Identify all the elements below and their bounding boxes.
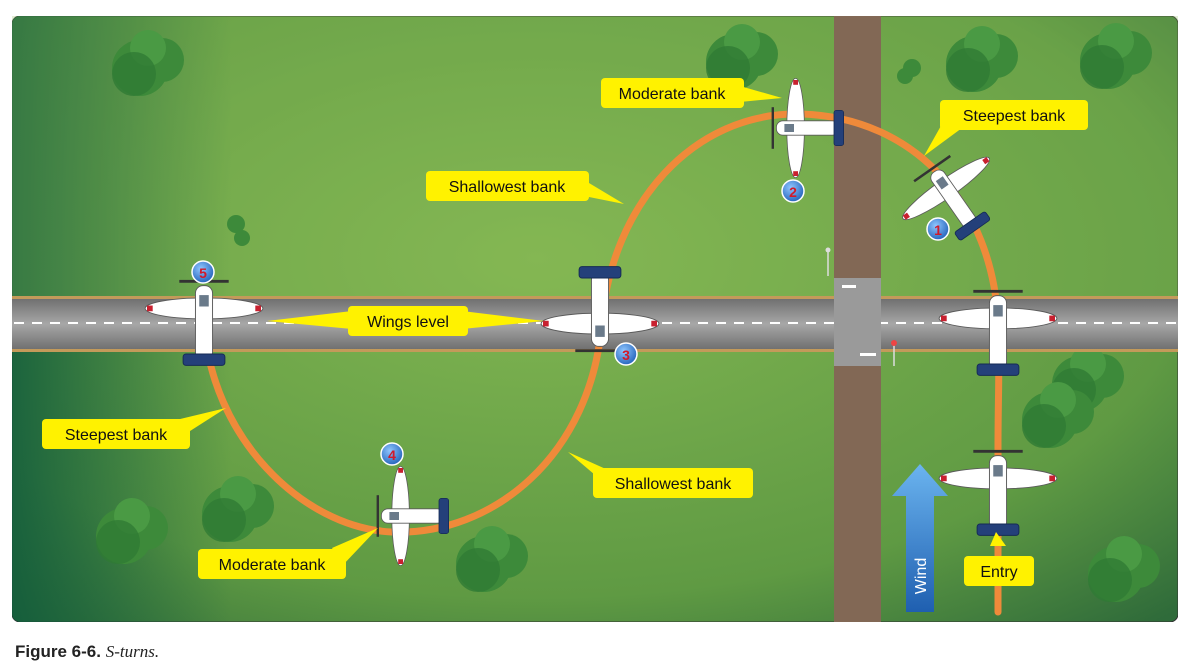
figure-title: S-turns. xyxy=(105,642,160,661)
svg-text:Moderate bank: Moderate bank xyxy=(619,86,727,103)
position-marker-1: 1 xyxy=(926,217,950,241)
callout-shallowest-bank-bottom: Shallowest bank xyxy=(568,452,753,498)
svg-text:Shallowest bank: Shallowest bank xyxy=(615,476,733,493)
wind-arrow-icon: Wind xyxy=(892,464,948,612)
figure-caption: Figure 6-6. S-turns. xyxy=(15,642,159,662)
svg-text:5: 5 xyxy=(199,265,207,281)
s-turns-diagram: Wind 1 2 3 4 5 Mo xyxy=(11,15,1179,623)
position-marker-2: 2 xyxy=(781,179,805,203)
figure-number: Figure 6-6. xyxy=(15,642,101,661)
callout-steepest-bank-left: Steepest bank xyxy=(42,408,226,449)
position-marker-5: 5 xyxy=(191,260,215,284)
svg-text:Wings level: Wings level xyxy=(367,314,449,331)
svg-text:4: 4 xyxy=(388,447,396,463)
position-marker-4: 4 xyxy=(380,442,404,466)
svg-text:3: 3 xyxy=(622,347,630,363)
svg-text:2: 2 xyxy=(789,184,797,200)
svg-text:1: 1 xyxy=(934,222,942,238)
callout-wings-level: Wings level xyxy=(267,306,544,336)
svg-text:Steepest bank: Steepest bank xyxy=(963,108,1066,125)
callout-moderate-bank-top: Moderate bank xyxy=(601,78,782,108)
svg-text:Moderate bank: Moderate bank xyxy=(219,557,327,574)
callout-steepest-bank-right: Steepest bank xyxy=(924,100,1088,156)
callout-entry: Entry xyxy=(964,532,1034,586)
svg-text:Entry: Entry xyxy=(980,564,1017,581)
wind-label: Wind xyxy=(913,558,930,594)
position-marker-3: 3 xyxy=(614,342,638,366)
callout-shallowest-bank-top: Shallowest bank xyxy=(426,171,624,204)
callout-moderate-bank-bottom: Moderate bank xyxy=(198,528,378,579)
svg-text:Steepest bank: Steepest bank xyxy=(65,427,168,444)
svg-text:Shallowest bank: Shallowest bank xyxy=(449,179,567,196)
